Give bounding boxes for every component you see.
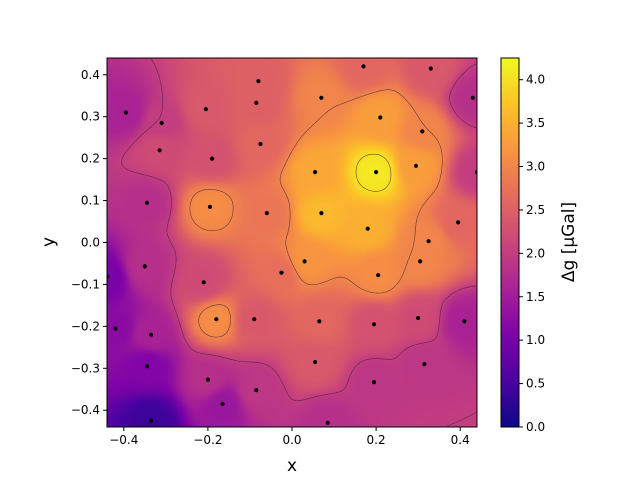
- y-axis-label: y: [39, 237, 59, 247]
- station-point: [374, 170, 379, 175]
- y-tick-label: 0.2: [81, 152, 100, 166]
- y-tick-label: 0.0: [81, 236, 100, 250]
- station-point: [142, 264, 147, 269]
- station-point: [302, 259, 307, 264]
- station-point: [201, 280, 206, 285]
- station-point: [256, 79, 261, 84]
- station-point: [313, 359, 318, 365]
- y-tick-label: 0.3: [81, 110, 100, 124]
- colorbar-tick-label: 1.0: [526, 333, 545, 347]
- contour-line: [189, 89, 443, 338]
- station-point: [413, 163, 419, 168]
- station-point: [149, 418, 154, 423]
- station-point: [205, 377, 210, 382]
- station-point: [361, 64, 366, 69]
- station-point: [416, 315, 421, 321]
- station-point: [159, 120, 164, 126]
- colorbar-tick-label: 3.0: [526, 160, 545, 174]
- x-tick-label: 0.0: [282, 433, 301, 447]
- station-point: [378, 115, 383, 120]
- station-point: [220, 401, 225, 406]
- station-point: [365, 226, 370, 231]
- station-point: [144, 364, 149, 369]
- x-tick-label: −0.2: [193, 433, 222, 447]
- station-point: [371, 322, 377, 327]
- y-tick-label: 0.4: [81, 68, 100, 82]
- station-point: [313, 170, 318, 175]
- colorbar-tick-label: 3.5: [526, 116, 545, 130]
- colorbar: [500, 57, 520, 428]
- station-markers: [107, 64, 477, 425]
- station-point: [422, 362, 427, 367]
- station-point: [325, 420, 330, 425]
- station-point: [264, 211, 269, 216]
- station-point: [203, 107, 208, 112]
- x-tick-label: 0.2: [367, 433, 386, 447]
- colorbar-tick-label: 1.5: [526, 290, 545, 304]
- colorbar-tick-label: 2.5: [526, 203, 545, 217]
- station-point: [107, 274, 110, 279]
- station-point: [456, 220, 461, 225]
- contour-line: [121, 58, 477, 427]
- x-tick-label: −0.4: [109, 433, 138, 447]
- station-point: [207, 204, 213, 209]
- y-axis: −0.4 −0.3 −0.2 −0.1 0.0 0.1 0.2 0.3 0.4: [71, 68, 107, 417]
- station-point: [470, 95, 475, 100]
- colorbar-tick-label: 0.0: [526, 420, 545, 434]
- station-point: [428, 66, 433, 71]
- station-point: [279, 270, 284, 275]
- station-point: [113, 326, 118, 331]
- station-point: [149, 332, 154, 337]
- x-axis-label: x: [287, 456, 297, 476]
- colorbar-tick-label: 2.0: [526, 246, 545, 260]
- station-point: [157, 148, 162, 153]
- colorbar-label: Δg [μGal]: [559, 202, 579, 282]
- station-point: [144, 200, 149, 205]
- colorbar-tick-label: 0.5: [526, 377, 545, 391]
- station-point: [319, 211, 324, 216]
- station-point: [254, 388, 259, 393]
- heatmap-image: [107, 58, 477, 427]
- contour-line: [355, 153, 392, 192]
- station-point: [317, 319, 322, 324]
- x-tick-label: 0.4: [451, 433, 470, 447]
- station-point: [258, 141, 263, 147]
- station-point: [371, 380, 377, 385]
- station-point: [462, 319, 467, 324]
- station-point: [254, 100, 259, 105]
- station-point: [420, 129, 425, 134]
- station-point: [319, 95, 324, 100]
- station-point: [252, 317, 257, 322]
- colorbar-tick-label: 4.0: [526, 73, 545, 87]
- contour-lines: [121, 58, 477, 427]
- y-tick-label: −0.1: [71, 277, 100, 291]
- station-point: [376, 273, 381, 278]
- heatmap-surface: [107, 58, 477, 427]
- y-tick-label: −0.4: [71, 403, 100, 417]
- y-tick-label: −0.2: [71, 319, 100, 333]
- station-point: [210, 156, 215, 161]
- station-point: [123, 110, 128, 115]
- colorbar-axis: 0.0 0.5 1.0 1.5 2.0 2.5 3.0 3.5 4.0: [519, 73, 545, 434]
- y-tick-label: 0.1: [81, 194, 100, 208]
- station-point: [214, 317, 219, 322]
- station-point: [426, 239, 431, 244]
- station-point: [474, 170, 477, 175]
- x-axis: −0.4 −0.2 0.0 0.2 0.4: [109, 427, 470, 447]
- y-tick-label: −0.3: [71, 361, 100, 375]
- station-point: [418, 259, 423, 264]
